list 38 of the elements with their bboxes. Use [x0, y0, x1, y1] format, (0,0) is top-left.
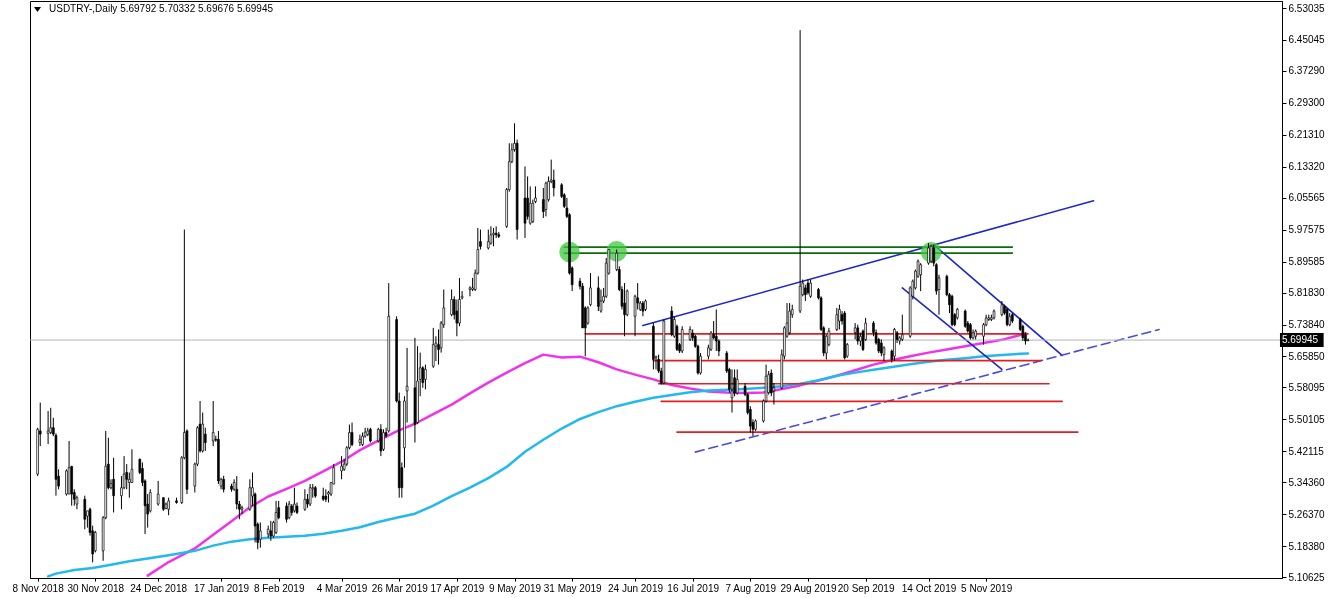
x-tick-label: 16 Jul 2019	[667, 582, 720, 594]
y-tick-label: 5.18380	[1288, 540, 1326, 552]
y-tick-label: 5.50105	[1288, 413, 1326, 425]
x-tick-label: 8 Nov 2018	[12, 582, 65, 594]
y-tick-label: 5.97575	[1288, 224, 1326, 236]
x-tick-label: 14 Oct 2019	[901, 582, 957, 594]
y-tick-label: 5.81830	[1288, 287, 1326, 299]
y-tick-label: 6.45045	[1288, 34, 1326, 46]
y-tick-label: 5.89585	[1288, 256, 1326, 268]
y-tick-label: 5.34360	[1288, 476, 1326, 488]
y-tick-label: 6.21310	[1288, 129, 1326, 141]
ref-line-label: 5.69945	[1281, 334, 1319, 346]
x-tick-label: 17 Apr 2019	[430, 582, 485, 594]
x-tick-label: 5 Nov 2019	[961, 582, 1013, 594]
y-tick-label: 6.53035	[1288, 2, 1326, 14]
x-tick-label: 24 Jun 2019	[608, 582, 664, 594]
y-tick-label: 6.13320	[1288, 161, 1326, 173]
x-tick-label: 29 Aug 2019	[780, 582, 837, 594]
x-tick-label: 31 May 2019	[543, 582, 602, 594]
x-tick-label: 8 Feb 2019	[253, 582, 305, 594]
y-tick-label: 6.37290	[1288, 65, 1326, 77]
y-tick-label: 5.58095	[1288, 381, 1326, 393]
y-tick-label: 6.29300	[1288, 97, 1326, 109]
y-tick-label: 6.05565	[1288, 192, 1326, 204]
x-tick-label: 9 May 2019	[488, 582, 542, 594]
x-tick-label: 24 Dec 2018	[130, 582, 188, 594]
x-tick-label: 26 Mar 2019	[371, 582, 429, 594]
x-tick-label: 30 Nov 2018	[67, 582, 125, 594]
y-tick-label: 5.65850	[1288, 350, 1326, 362]
y-tick-label: 5.10625	[1288, 571, 1326, 583]
y-tick-label: 5.73840	[1288, 319, 1326, 330]
x-tick-label: 20 Sep 2019	[837, 582, 895, 594]
x-tick-label: 4 Mar 2019	[316, 582, 368, 594]
x-tick-label: 17 Jan 2019	[194, 582, 250, 594]
y-tick-label: 5.42115	[1288, 445, 1325, 457]
y-tick-label: 5.26370	[1288, 508, 1326, 520]
x-tick-label: 7 Aug 2019	[725, 582, 777, 594]
chart-title: USDTRY-,Daily 5.69792 5.70332 5.69676 5.69945	[49, 3, 274, 14]
